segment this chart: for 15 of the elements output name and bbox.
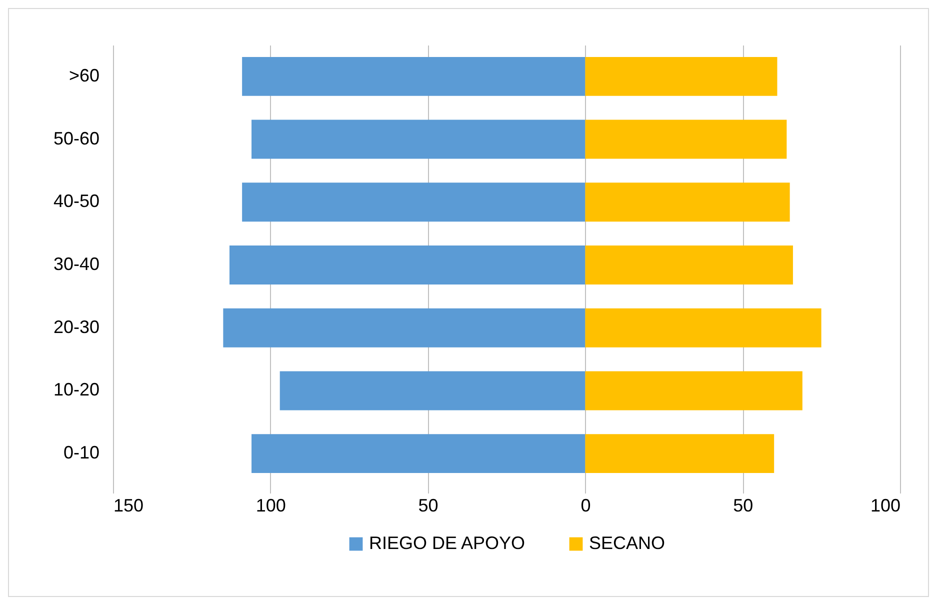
y-tick-label: 50-60 [53, 128, 100, 148]
y-tick-label: >60 [68, 65, 100, 86]
x-tick-label: 0 [580, 496, 591, 516]
legend-label: RIEGO DE APOYO [369, 533, 526, 553]
y-tick-label: 20-30 [53, 316, 100, 337]
x-tick-label: 50 [733, 496, 754, 516]
legend-label: SECANO [589, 533, 666, 553]
x-tick-label: 100 [256, 496, 286, 516]
y-tick-label: 0-10 [63, 442, 100, 463]
y-tick-label: 10-20 [53, 380, 100, 400]
x-tick-label: 50 [418, 496, 438, 516]
x-tick-label: 100 [870, 496, 900, 516]
y-tick-label: 30-40 [53, 254, 100, 274]
y-tick-label: 40-50 [53, 191, 100, 212]
x-tick-label: 150 [114, 496, 144, 516]
